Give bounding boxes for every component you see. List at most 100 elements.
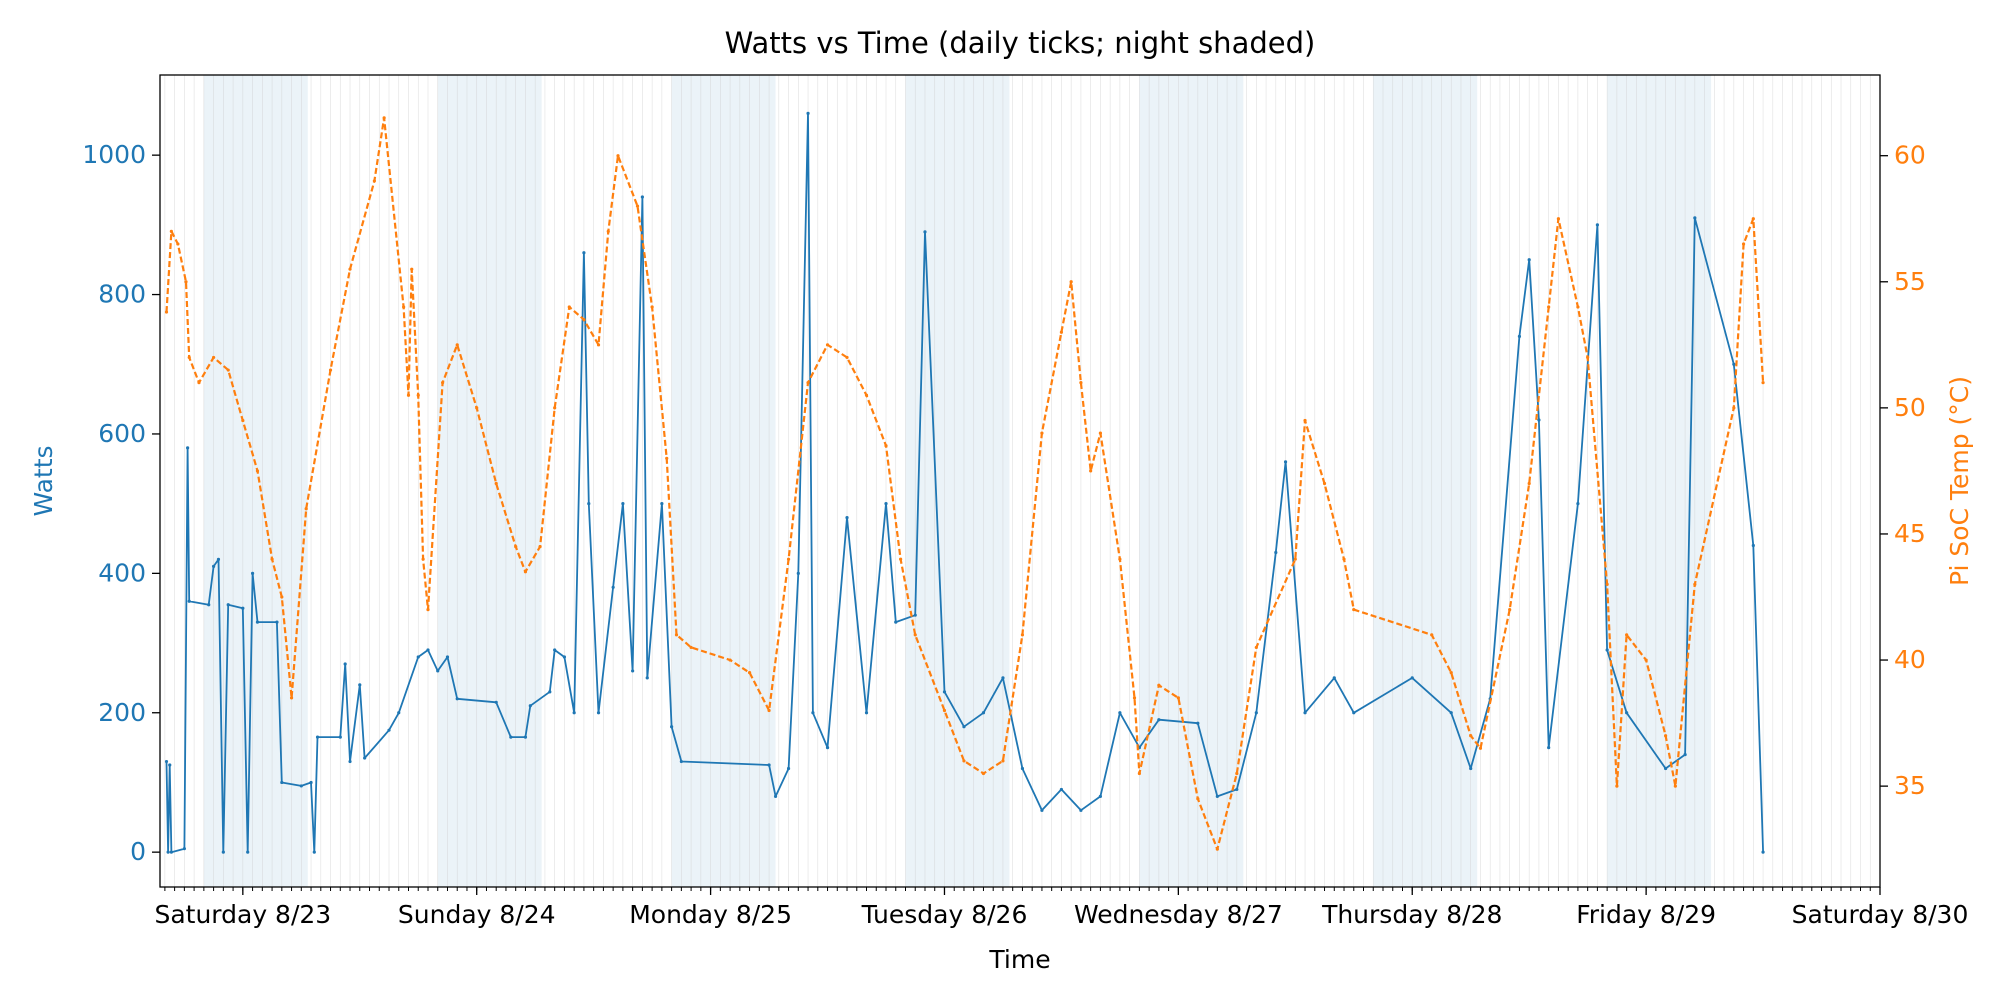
- watts-point: [280, 780, 284, 785]
- temp-point: [176, 242, 180, 246]
- temp-point: [169, 229, 173, 233]
- temp-point: [616, 154, 620, 158]
- plot-frame: [159, 74, 1881, 888]
- temp-point: [372, 179, 376, 183]
- watts-point: [1751, 543, 1755, 548]
- temp-point: [825, 343, 830, 347]
- watts-point: [596, 711, 601, 715]
- watts-point: [1761, 850, 1765, 854]
- x-tick-label: Saturday 8/23: [154, 900, 331, 929]
- temp-point: [1625, 633, 1629, 637]
- temp-point: [1020, 633, 1025, 637]
- temp-point: [553, 406, 557, 410]
- watts-point: [660, 502, 664, 506]
- watts-point: [1001, 676, 1005, 680]
- watts-point: [1537, 418, 1541, 422]
- watts-point: [923, 230, 927, 234]
- night-shade: [671, 75, 776, 887]
- watts-point: [255, 620, 260, 624]
- watts-point: [1020, 766, 1025, 771]
- watts-point: [338, 735, 342, 739]
- temp-point: [1157, 683, 1161, 687]
- watts-point: [1449, 711, 1453, 715]
- temp-point: [416, 393, 420, 397]
- watts-point: [166, 850, 170, 854]
- temp-point: [665, 456, 669, 460]
- right-tick-label: 50: [1894, 393, 1926, 422]
- temp-point: [1664, 734, 1668, 738]
- temp-point: [289, 696, 294, 700]
- temp-point: [197, 381, 201, 385]
- watts-point: [455, 697, 459, 701]
- watts-point: [611, 585, 615, 589]
- temp-point: [1089, 469, 1093, 473]
- temp-point: [1293, 557, 1297, 561]
- temp-point: [514, 544, 518, 549]
- watts-point: [786, 766, 791, 771]
- temp-point: [962, 759, 966, 763]
- temp-point: [1040, 431, 1044, 435]
- temp-point: [1508, 608, 1512, 612]
- watts-point: [169, 850, 173, 854]
- watts-point: [299, 784, 303, 788]
- temp-point: [1556, 217, 1561, 221]
- watts-point: [582, 251, 586, 255]
- temp-point: [582, 318, 586, 322]
- temp-point: [241, 418, 245, 423]
- watts-point: [773, 794, 778, 798]
- temp-point: [1352, 608, 1356, 612]
- watts-point: [1235, 787, 1239, 792]
- watts-point: [1040, 808, 1044, 812]
- temp-point: [328, 368, 333, 372]
- watts-point: [1605, 648, 1609, 652]
- watts-point: [679, 759, 683, 764]
- temp-point: [1176, 696, 1180, 700]
- watts-point: [397, 711, 401, 715]
- x-tick-label: Saturday 8/30: [1792, 900, 1969, 929]
- temp-point: [650, 305, 654, 309]
- temp-point: [674, 633, 679, 637]
- watts-point: [962, 725, 966, 729]
- axis-layer: Saturday 8/23 Sunday 8/24 Monday 8/25 Tuesd…: [82, 140, 1968, 929]
- temp-point: [1118, 557, 1122, 561]
- night-shading-layer: [203, 75, 1712, 887]
- temp-point: [1001, 759, 1005, 763]
- watts-point: [246, 850, 250, 854]
- temp-point: [1615, 784, 1619, 788]
- watts-point: [1517, 334, 1522, 338]
- watts-point: [494, 700, 498, 704]
- temp-point: [1430, 633, 1434, 637]
- temp-point: [1254, 645, 1258, 650]
- watts-point: [164, 759, 169, 764]
- watts-point: [445, 655, 450, 659]
- temp-point: [1215, 847, 1219, 851]
- watts-point: [186, 446, 190, 450]
- temp-point: [786, 557, 791, 561]
- temp-point: [767, 708, 771, 713]
- watts-point: [226, 603, 230, 607]
- temp-point: [1751, 217, 1755, 221]
- right-tick-label: 55: [1894, 267, 1926, 296]
- watts-point: [572, 711, 576, 715]
- temp-point: [494, 481, 498, 486]
- temp-point: [455, 343, 459, 347]
- temp-point: [1576, 305, 1580, 309]
- night-shade: [203, 75, 308, 887]
- x-tick-label: Tuesday 8/26: [861, 900, 1028, 929]
- watts-point: [811, 711, 815, 715]
- temp-point: [747, 671, 752, 675]
- watts-point: [528, 704, 532, 708]
- watts-point: [309, 780, 313, 785]
- right-tick-label: 45: [1894, 519, 1926, 548]
- x-tick-label: Friday 8/29: [1576, 900, 1716, 929]
- left-axis-label: Watts: [29, 445, 58, 516]
- left-tick-label: 1000: [82, 140, 146, 169]
- watts-point: [1732, 362, 1736, 366]
- watts-point: [864, 711, 869, 715]
- temp-point: [596, 343, 601, 347]
- watts-point: [767, 763, 771, 767]
- temp-point: [1079, 381, 1083, 385]
- temp-point: [184, 280, 188, 284]
- watts-point: [1683, 752, 1687, 757]
